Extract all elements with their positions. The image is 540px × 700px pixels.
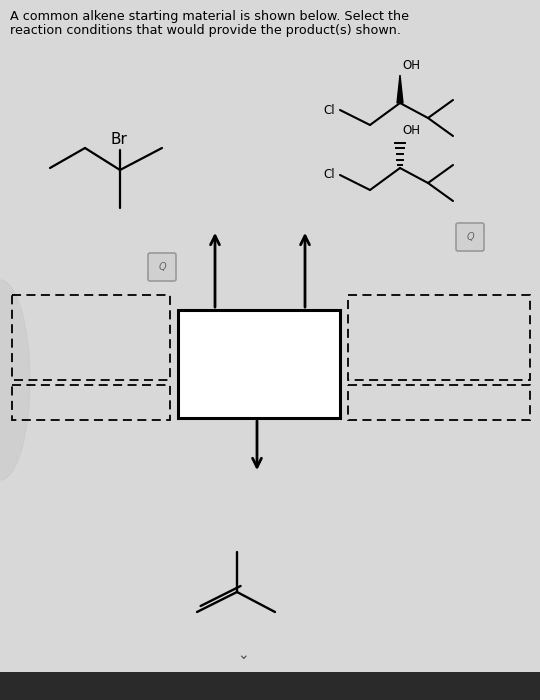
Text: Q: Q [466, 232, 474, 242]
Text: Br: Br [110, 132, 127, 147]
Text: reaction conditions that would provide the product(s) shown.: reaction conditions that would provide t… [10, 24, 401, 37]
Text: A common alkene starting material is shown below. Select the: A common alkene starting material is sho… [10, 10, 409, 23]
Bar [0, 672, 540, 700]
Polygon shape [397, 75, 403, 103]
Text: OH: OH [402, 124, 420, 137]
Text: ⌄: ⌄ [237, 648, 249, 662]
Text: OH: OH [402, 59, 420, 72]
FancyBboxPatch shape [456, 223, 484, 251]
Bar [348, 295, 530, 380]
Bar [12, 385, 170, 420]
FancyBboxPatch shape [148, 253, 176, 281]
Text: Cl: Cl [323, 169, 335, 181]
Text: Cl: Cl [323, 104, 335, 116]
Bar [348, 385, 530, 420]
Bar [12, 295, 170, 380]
Ellipse shape [0, 280, 30, 480]
Bar [178, 310, 340, 418]
Text: Q: Q [158, 262, 166, 272]
